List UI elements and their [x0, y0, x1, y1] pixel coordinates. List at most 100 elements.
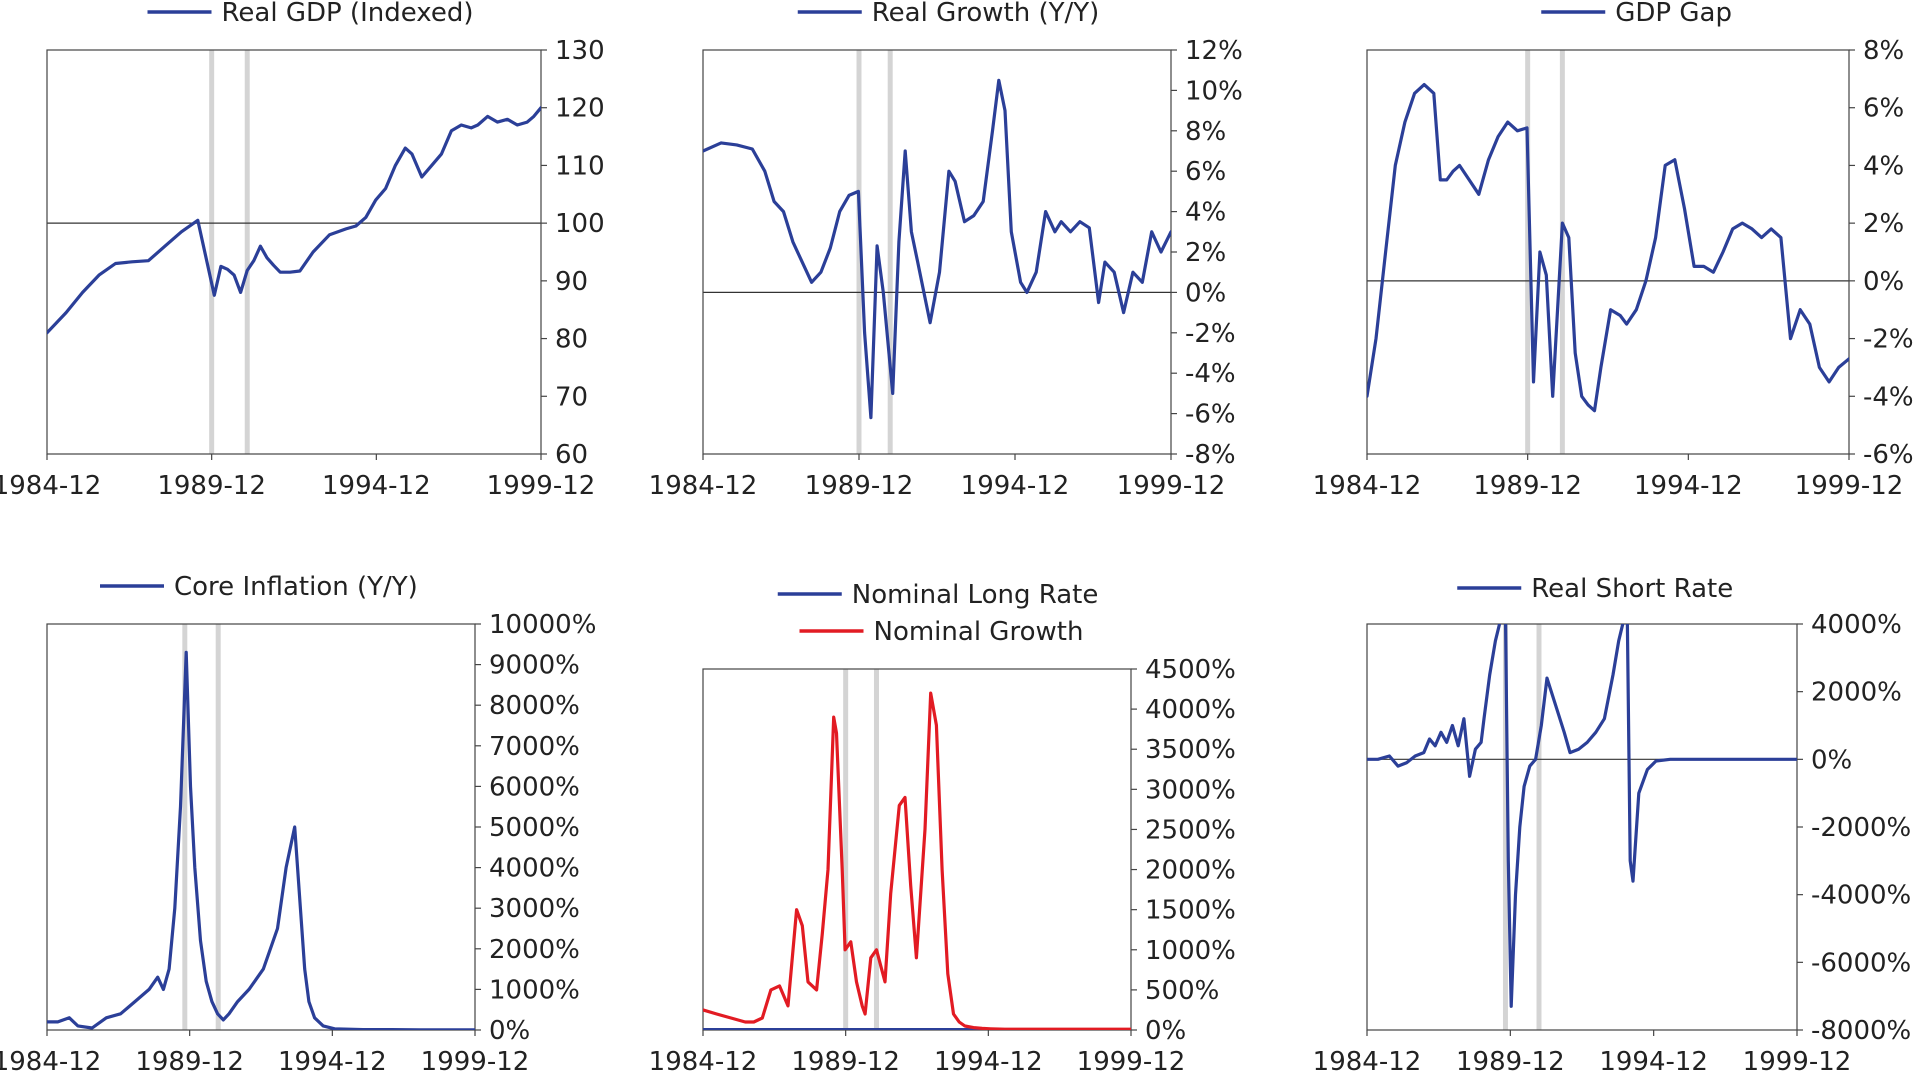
y-tick-label: 6% [1185, 157, 1226, 187]
y-tick-label: 2000% [1145, 856, 1236, 886]
y-tick-label: 2% [1185, 238, 1226, 268]
chart-panel-rates: 0% 500% 1000% 1500% 2000% 2500% 3000% 3500% 4000… [649, 580, 1236, 1077]
chart-panel-realshort: -8000% -6000% -4000% -2000% 0% 2000% 4000% 1984… [1313, 574, 1912, 1077]
y-tick-label: 10000% [489, 610, 596, 640]
y-tick-label: 4% [1863, 151, 1904, 181]
x-tick-label: 1984-12 [649, 471, 758, 501]
y-tick-label: 3500% [1145, 735, 1236, 765]
x-tick-label: 1989-12 [805, 471, 914, 501]
x-tick-label: 1999-12 [1077, 1047, 1186, 1077]
x-tick-label: 1984-12 [0, 471, 101, 501]
y-tick-label: 0% [489, 1016, 530, 1046]
chart-panel-inflation: 0% 1000% 2000% 3000% 4000% 5000% 6000% 7000% 800… [0, 572, 596, 1077]
x-tick-label: 1994-12 [322, 471, 431, 501]
x-tick-label: 1994-12 [278, 1047, 387, 1077]
y-tick-label: 12% [1185, 36, 1243, 66]
series-line-rates-1 [703, 691, 1131, 1030]
y-tick-label: 2500% [1145, 815, 1236, 845]
legend-label: GDP Gap [1615, 0, 1732, 28]
x-tick-label: 1999-12 [1795, 471, 1904, 501]
x-tick-label: 1994-12 [934, 1047, 1043, 1077]
y-tick-label: 1000% [1145, 936, 1236, 966]
y-tick-label: 4000% [1811, 610, 1902, 640]
legend-label: Real Short Rate [1531, 574, 1733, 604]
y-tick-label: 8% [1185, 117, 1226, 147]
y-tick-label: 100 [555, 209, 605, 239]
plot-frame [46, 623, 476, 1031]
legend-label: Real GDP (Indexed) [222, 0, 474, 28]
y-tick-label: 2% [1863, 209, 1904, 239]
y-tick-label: 8000% [489, 691, 580, 721]
plot-frame [1366, 623, 1798, 1031]
series-line-gdp-0 [47, 106, 541, 335]
x-tick-label: 1999-12 [487, 471, 596, 501]
plot-frame [702, 668, 1132, 1031]
series-line-realshort-0 [1367, 624, 1797, 1008]
y-tick-label: 9000% [489, 651, 580, 681]
y-tick-label: -2000% [1811, 813, 1911, 843]
y-tick-label: 2000% [1811, 678, 1902, 708]
y-tick-label: 60 [555, 440, 588, 470]
y-tick-label: -6% [1185, 400, 1236, 430]
y-tick-label: -8000% [1811, 1016, 1911, 1046]
y-tick-label: 3000% [489, 894, 580, 924]
x-tick-label: 1984-12 [649, 1047, 758, 1077]
x-tick-label: 1994-12 [961, 471, 1070, 501]
y-tick-label: 6000% [489, 772, 580, 802]
legend-label: Core Inflation (Y/Y) [174, 572, 418, 602]
x-tick-label: 1989-12 [135, 1047, 244, 1077]
y-tick-label: 8% [1863, 36, 1904, 66]
x-tick-label: 1989-12 [157, 471, 266, 501]
x-tick-label: 1989-12 [1473, 471, 1582, 501]
y-tick-label: 80 [555, 325, 588, 355]
y-tick-label: -4% [1185, 359, 1236, 389]
y-tick-label: 0% [1185, 278, 1226, 308]
y-tick-label: 90 [555, 267, 588, 297]
y-tick-label: 500% [1145, 976, 1219, 1006]
y-tick-label: 1000% [489, 975, 580, 1005]
y-tick-label: -8% [1185, 440, 1236, 470]
legend-label: Nominal Long Rate [852, 580, 1099, 610]
y-tick-label: 10% [1185, 76, 1243, 106]
y-tick-label: 110 [555, 151, 605, 181]
y-tick-label: 1500% [1145, 896, 1236, 926]
legend-label: Nominal Growth [874, 617, 1084, 647]
y-tick-label: -2% [1185, 319, 1236, 349]
y-tick-label: 120 [555, 94, 605, 124]
y-tick-label: 4500% [1145, 655, 1236, 685]
y-tick-label: -4000% [1811, 881, 1911, 911]
y-tick-label: 7000% [489, 732, 580, 762]
chart-panel-gap: -6% -4% -2% 0% 2% 4% 6% 8% 1984-12 1989-12 1994-12… [1313, 0, 1914, 501]
y-tick-label: -6000% [1811, 948, 1911, 978]
y-tick-label: 4000% [1145, 695, 1236, 725]
y-tick-label: 3000% [1145, 775, 1236, 805]
x-tick-label: 1999-12 [1743, 1047, 1852, 1077]
y-tick-label: 4000% [489, 854, 580, 884]
y-tick-label: 130 [555, 36, 605, 66]
y-tick-label: 5000% [489, 813, 580, 843]
y-tick-label: -4% [1863, 382, 1914, 412]
x-tick-label: 1999-12 [421, 1047, 530, 1077]
chart-panel-growth: -8% -6% -4% -2% 0% 2% 4% 6% 8% 10% 12% 1984-12 1989-… [649, 0, 1243, 501]
legend-label: Real Growth (Y/Y) [872, 0, 1100, 28]
x-tick-label: 1994-12 [1599, 1047, 1708, 1077]
plot-frame [702, 49, 1172, 455]
x-tick-label: 1999-12 [1117, 471, 1226, 501]
y-tick-label: 0% [1863, 267, 1904, 297]
x-tick-label: 1984-12 [0, 1047, 101, 1077]
plot-frame [46, 49, 542, 455]
plot-frame [1366, 49, 1850, 455]
series-line-gap-0 [1367, 82, 1849, 413]
x-tick-label: 1984-12 [1313, 471, 1422, 501]
x-tick-label: 1984-12 [1313, 1047, 1422, 1077]
series-line-inflation-0 [47, 650, 475, 1030]
x-tick-label: 1989-12 [791, 1047, 900, 1077]
y-tick-label: 0% [1145, 1016, 1186, 1046]
y-tick-label: 0% [1811, 745, 1852, 775]
y-tick-label: 2000% [489, 935, 580, 965]
y-tick-label: -2% [1863, 325, 1914, 355]
y-tick-label: -6% [1863, 440, 1914, 470]
y-tick-label: 6% [1863, 94, 1904, 124]
chart-panel-gdp: 60 70 80 90 100 110 120 130 1984-12 1989-12 1994-1… [0, 0, 605, 501]
series-line-growth-0 [703, 78, 1171, 420]
